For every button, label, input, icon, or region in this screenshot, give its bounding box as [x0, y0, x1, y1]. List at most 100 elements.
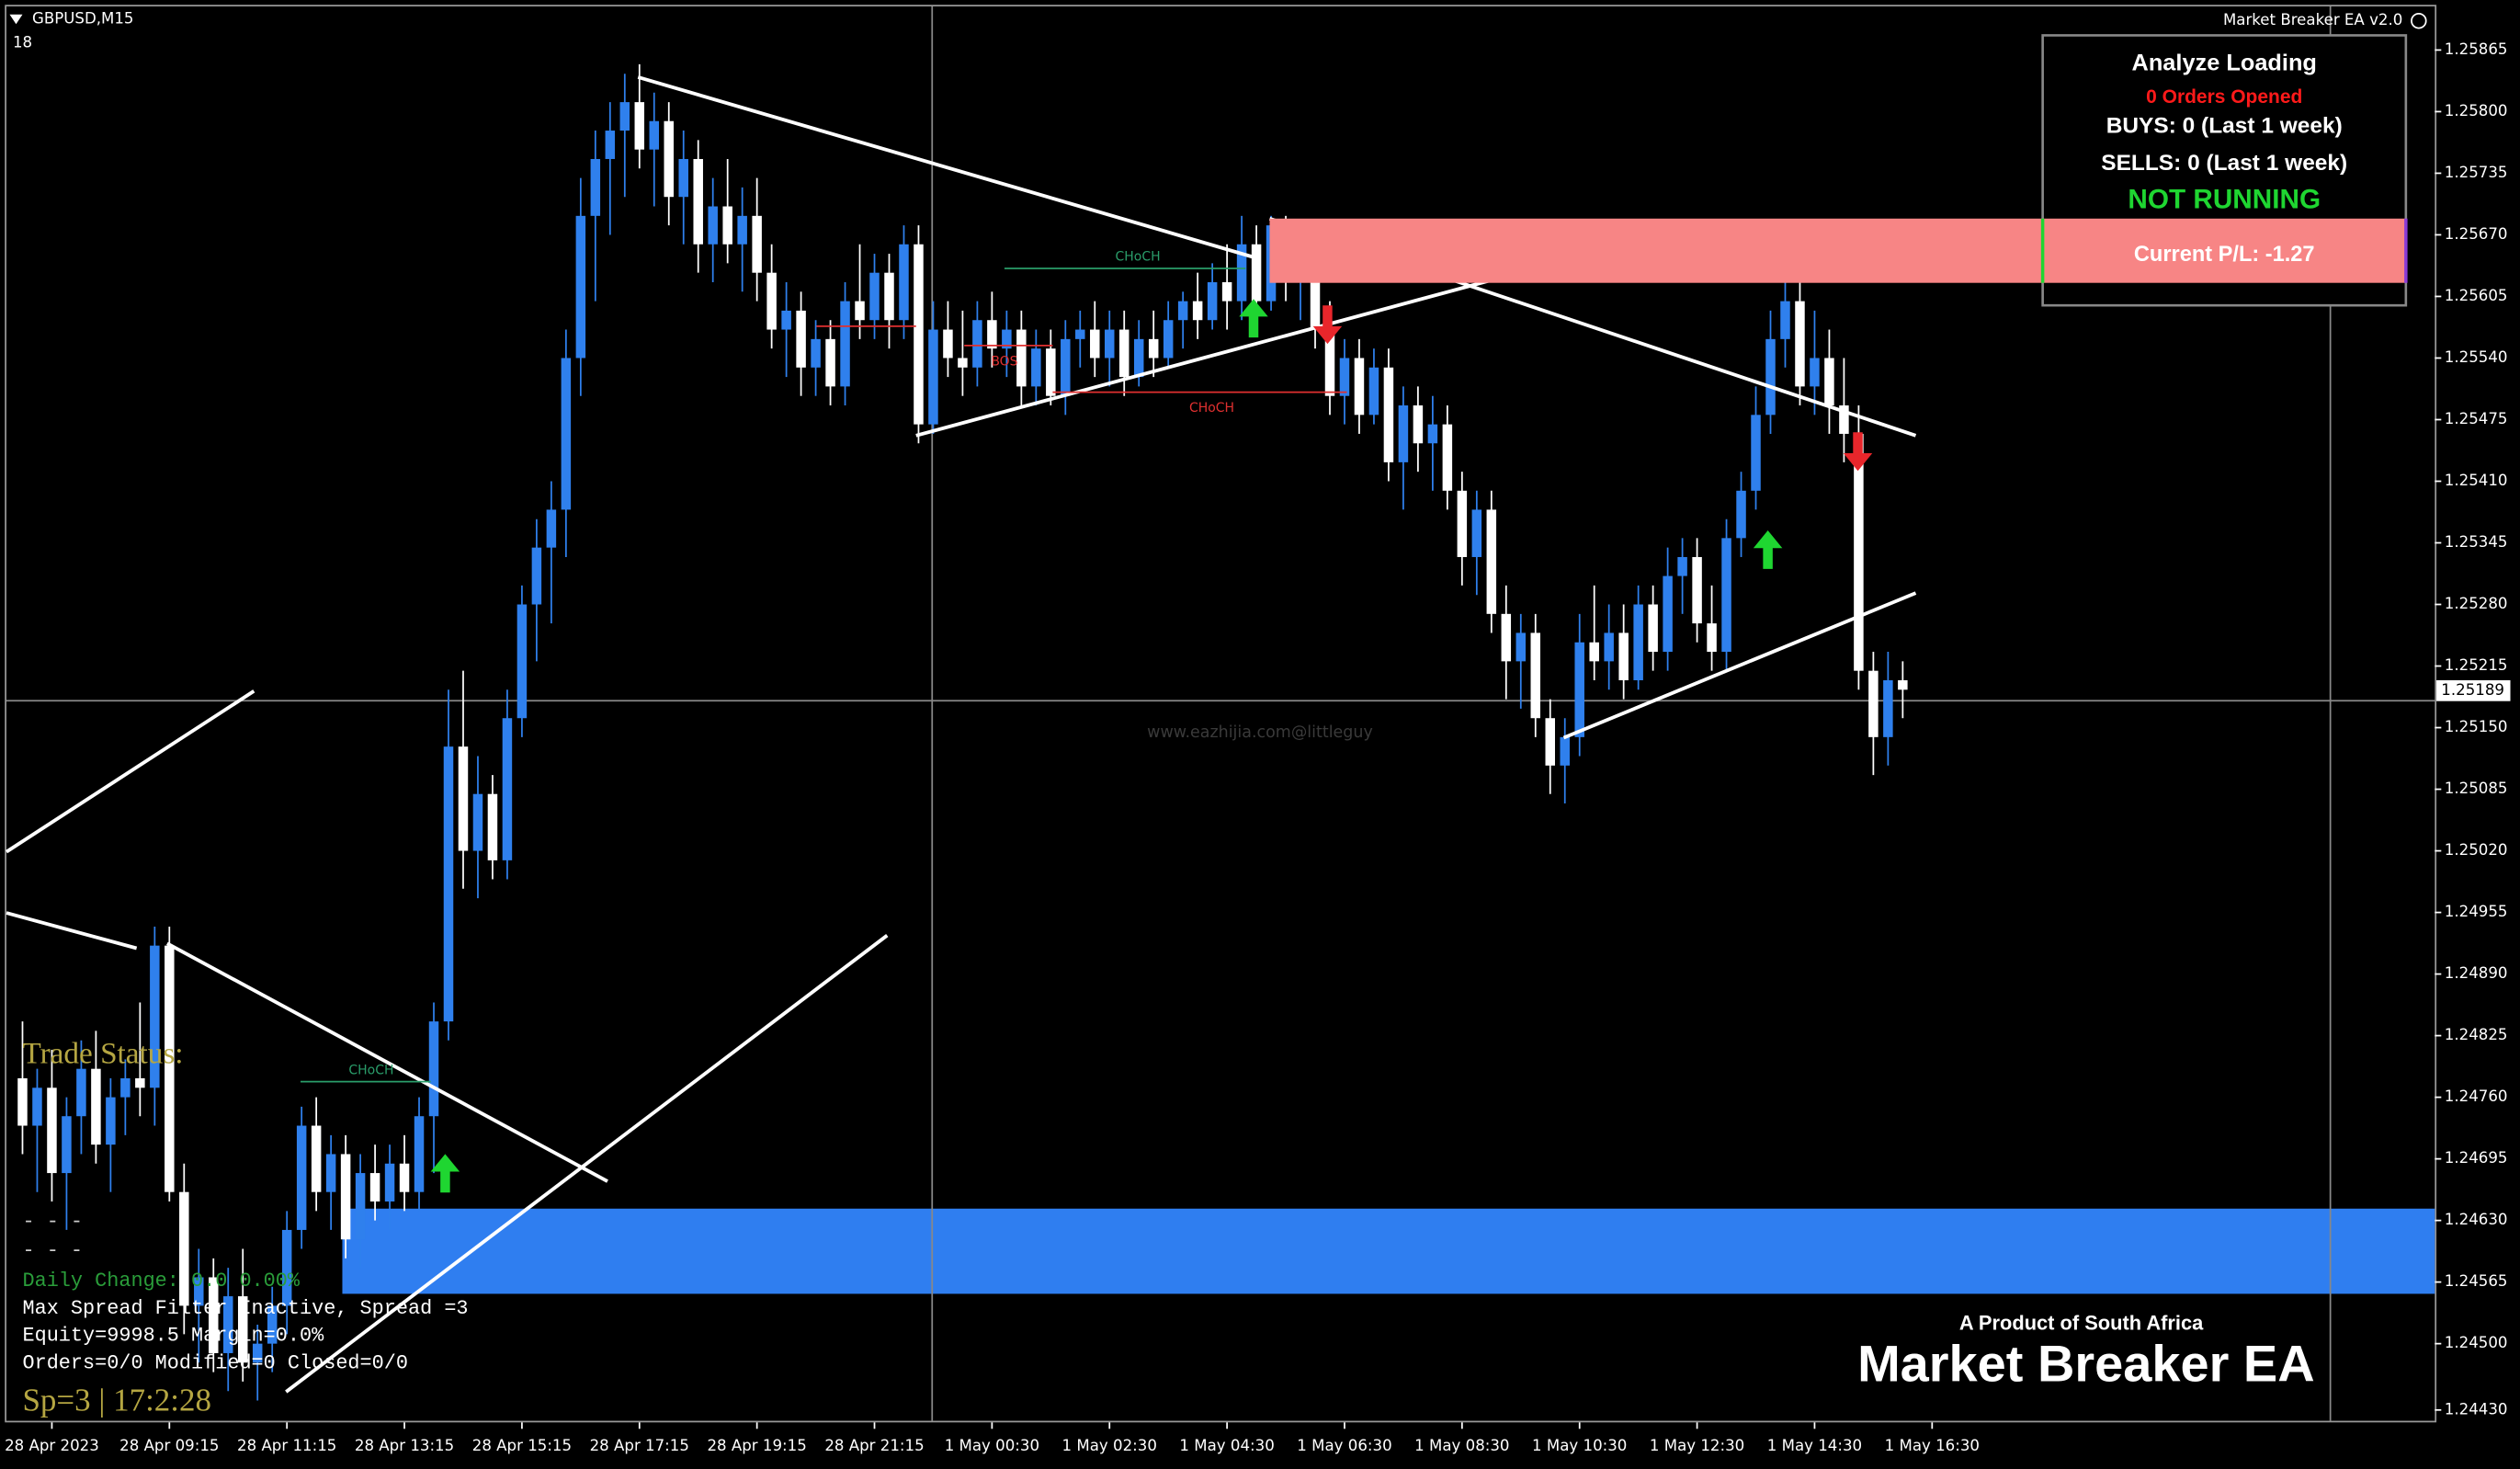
- candle-body: [1810, 358, 1820, 387]
- candle-body: [899, 244, 909, 321]
- candle-body: [1118, 329, 1129, 378]
- candle-body: [678, 158, 688, 198]
- x-tick-label: 28 Apr 19:15: [707, 1437, 806, 1454]
- candle-body: [17, 1077, 28, 1126]
- status-daily: Daily Change: 0.0 0.00%: [22, 1270, 300, 1292]
- candle-body: [179, 1191, 189, 1306]
- status-title: Trade Status:: [22, 1036, 183, 1070]
- candle-body: [1765, 338, 1776, 416]
- y-tick-label: 1.24565: [2445, 1272, 2508, 1290]
- y-tick-label: 1.24500: [2445, 1334, 2508, 1351]
- candle-body: [840, 301, 850, 387]
- x-tick-label: 1 May 00:30: [945, 1437, 1039, 1454]
- candle-body: [1486, 509, 1497, 614]
- candle-body: [106, 1097, 116, 1145]
- x-tick-label: 28 Apr 15:15: [472, 1437, 572, 1454]
- y-tick-label: 1.24630: [2445, 1211, 2508, 1228]
- candle-body: [1471, 509, 1482, 557]
- candle-body: [546, 509, 557, 548]
- y-tick-label: 1.25540: [2445, 348, 2508, 366]
- y-tick-label: 1.25475: [2445, 410, 2508, 427]
- candle-body: [928, 329, 938, 425]
- candle-body: [590, 158, 601, 216]
- buy-arrow: [430, 1154, 460, 1193]
- candle-body: [1648, 604, 1658, 653]
- candle-body: [1721, 538, 1731, 653]
- candle-body: [766, 272, 777, 330]
- x-tick-label: 1 May 10:30: [1532, 1437, 1627, 1454]
- y-tick-label: 1.25735: [2445, 164, 2508, 181]
- x-tick-label: 1 May 14:30: [1767, 1437, 1862, 1454]
- y-tick-label: 1.25345: [2445, 533, 2508, 551]
- candle-body: [1707, 623, 1717, 653]
- candle-body: [472, 793, 483, 851]
- x-tick-label: 28 Apr 13:15: [355, 1437, 454, 1454]
- candle-body: [1339, 358, 1350, 396]
- x-tick-label: 28 Apr 09:15: [119, 1437, 219, 1454]
- candle-body: [1236, 244, 1247, 302]
- y-tick-label: 1.25085: [2445, 780, 2508, 797]
- panel-pl: Current P/L: -1.27: [2134, 243, 2315, 267]
- brand-name: Market Breaker EA: [1857, 1335, 2315, 1393]
- candle-body: [811, 338, 821, 368]
- status-dash: - - -: [22, 1211, 83, 1234]
- candle-body: [1398, 405, 1409, 462]
- candle-body: [1883, 679, 1893, 737]
- candle-body: [1383, 367, 1394, 462]
- candle-body: [1207, 281, 1218, 321]
- candle-body: [1692, 556, 1702, 624]
- signal-arrows: [430, 299, 1873, 1193]
- x-tick-label: 28 Apr 11:15: [237, 1437, 336, 1454]
- annotation: CHoCH: [348, 1063, 393, 1077]
- y-tick-label: 1.25150: [2445, 718, 2508, 735]
- candle-body: [575, 215, 586, 359]
- trendline: [285, 934, 889, 1394]
- x-tick-label: 1 May 02:30: [1062, 1437, 1157, 1454]
- buy-arrow: [1239, 299, 1268, 338]
- candle-body: [296, 1125, 307, 1230]
- x-tick-label: 28 Apr 17:15: [590, 1437, 689, 1454]
- candle-body: [399, 1163, 410, 1192]
- candle-body: [1192, 301, 1203, 321]
- current-price-label: 1.25189: [2441, 681, 2504, 699]
- candle-body: [1795, 301, 1805, 387]
- panel-buys: BUYS: 0 (Last 1 week): [2106, 114, 2343, 139]
- candle-body: [1633, 604, 1643, 680]
- y-tick-label: 1.24695: [2445, 1149, 2508, 1167]
- candle-body: [1031, 348, 1041, 387]
- y-tick-label: 1.24890: [2445, 964, 2508, 982]
- candle-body: [1736, 490, 1746, 539]
- symbol: GBPUSD,M15: [32, 9, 134, 27]
- candle-body: [1677, 556, 1687, 576]
- candle-body: [1427, 424, 1438, 444]
- trendline: [6, 911, 138, 951]
- y-tick-label: 1.24430: [2445, 1400, 2508, 1418]
- candle-body: [1530, 632, 1541, 719]
- sell-arrow: [1843, 432, 1873, 472]
- candle-body: [634, 102, 645, 150]
- candle-body: [1133, 338, 1144, 378]
- candle-body: [1105, 329, 1115, 359]
- panel-title: Analyze Loading: [2132, 51, 2317, 76]
- candle-body: [1163, 320, 1174, 359]
- status-dash: - - -: [22, 1239, 83, 1262]
- y-tick-label: 1.25605: [2445, 287, 2508, 304]
- candle-body: [752, 215, 762, 273]
- trendline: [165, 941, 608, 1183]
- candle-body: [649, 120, 660, 150]
- annotation: CHoCH: [1189, 401, 1234, 416]
- candle-body: [267, 1305, 278, 1344]
- candle-body: [796, 310, 806, 368]
- tagline: A Product of South Africa: [1959, 1311, 2204, 1334]
- candle-body: [869, 272, 880, 321]
- candle-body: [76, 1068, 86, 1117]
- candle-body: [1589, 642, 1599, 662]
- candle-body: [884, 272, 894, 321]
- buy-arrow: [1753, 530, 1783, 569]
- candle-body: [1824, 358, 1834, 406]
- candle-body: [664, 120, 674, 198]
- candle-body: [384, 1163, 395, 1202]
- candle-body: [1751, 415, 1761, 491]
- candle-body: [1354, 358, 1365, 416]
- candle-body: [355, 1173, 366, 1240]
